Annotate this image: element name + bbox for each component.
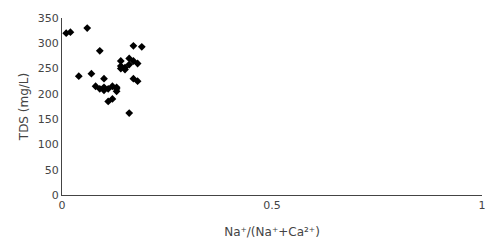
svg-text:TDS (mg/L): TDS (mg/L)	[17, 73, 31, 141]
svg-text:150: 150	[38, 113, 59, 126]
svg-text:Na⁺/(Na⁺+Ca²⁺): Na⁺/(Na⁺+Ca²⁺)	[224, 225, 320, 239]
svg-text:0: 0	[52, 189, 59, 202]
svg-text:50: 50	[45, 164, 59, 177]
svg-text:300: 300	[38, 37, 59, 50]
svg-text:100: 100	[38, 138, 59, 151]
svg-text:250: 250	[38, 62, 59, 75]
svg-text:350: 350	[38, 12, 59, 25]
svg-text:0.5: 0.5	[263, 199, 281, 212]
svg-text:0: 0	[59, 199, 66, 212]
svg-text:1: 1	[479, 199, 486, 212]
svg-text:200: 200	[38, 88, 59, 101]
